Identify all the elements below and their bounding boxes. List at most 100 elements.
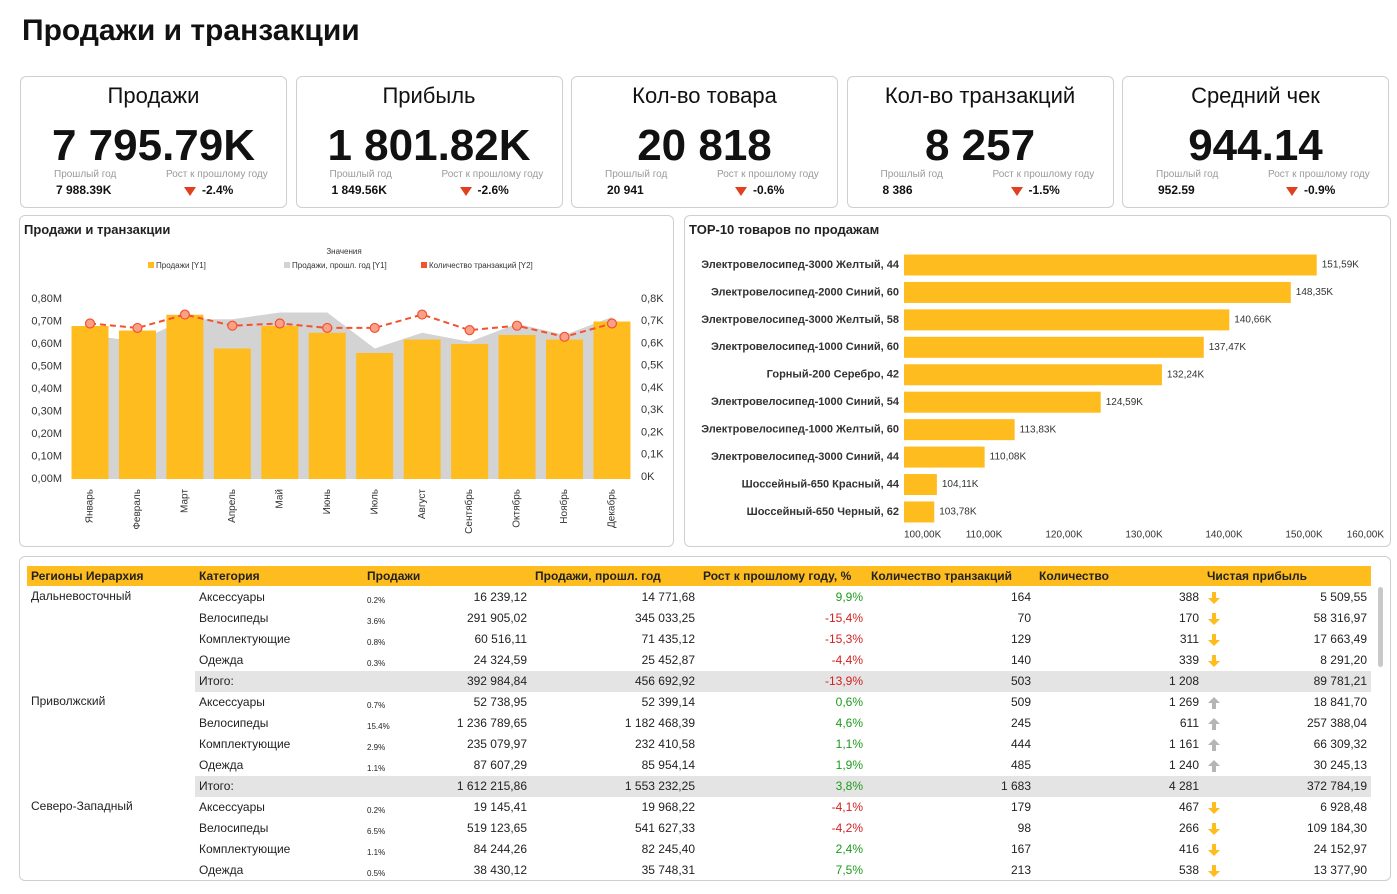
column-header: Продажи	[367, 569, 421, 583]
kpi-title: Кол-во товара	[632, 83, 777, 108]
y-tick-label: 0,50M	[31, 360, 62, 372]
growth-cell: -15,3%	[824, 632, 863, 646]
kpi-prev-label: Прошлый год	[880, 169, 943, 180]
kpi-prev-value: 1 849.56K	[331, 183, 387, 197]
growth-cell: -4,2%	[831, 821, 863, 835]
number-cell: 345 033,25	[634, 611, 695, 625]
category-label: Шоссейный-650 Красный, 44	[742, 478, 900, 490]
kpi-prev-value: 952.59	[1158, 183, 1195, 197]
number-cell: 85 954,14	[641, 758, 695, 772]
value-label: 148,35K	[1296, 287, 1334, 298]
scrollbar[interactable]	[1378, 587, 1383, 667]
kpi-prev-label: Прошлый год	[329, 169, 392, 180]
bar	[546, 339, 583, 479]
number-cell: 13 377,90	[1313, 863, 1367, 877]
legend-label: Количество транзакций [Y2]	[429, 261, 533, 270]
kpi-title: Продажи	[107, 83, 200, 108]
arrow-shape	[1208, 865, 1220, 877]
down-arrow	[1208, 592, 1220, 604]
number-cell: 19 145,41	[473, 800, 527, 814]
y-tick-label: 0,20M	[31, 428, 62, 440]
number-cell: 89 781,21	[1313, 674, 1367, 688]
number-cell: 16 239,12	[473, 590, 527, 604]
arrow-shape	[1208, 718, 1220, 730]
legend-swatch	[284, 262, 290, 268]
number-cell: 70	[1017, 611, 1031, 625]
total-label: Итого:	[199, 674, 234, 688]
x-tick-label: 140,00K	[1205, 530, 1243, 541]
total-row-bg	[195, 776, 1371, 797]
x-tick-label: Февраль	[132, 489, 143, 530]
y-tick-label: 0,10M	[31, 450, 62, 462]
down-arrow	[1208, 634, 1220, 646]
kpi-prev-label: Прошлый год	[605, 169, 668, 180]
number-cell: 388	[1178, 590, 1199, 604]
down-arrow	[1208, 823, 1220, 835]
number-cell: 38 430,12	[473, 863, 527, 877]
number-cell: 8 291,20	[1320, 653, 1367, 667]
x-tick-label: 160,00K	[1347, 530, 1385, 541]
growth-cell: -4,1%	[831, 800, 863, 814]
arrow-shape	[1208, 613, 1220, 625]
category-cell: Одежда	[199, 653, 244, 667]
number-cell: 232 410,58	[634, 737, 695, 751]
number-cell: 66 309,32	[1313, 737, 1367, 751]
bar	[904, 309, 1230, 331]
number-cell: 416	[1178, 842, 1199, 856]
category-label: Электровелосипед-1000 Желтый, 60	[701, 424, 899, 436]
number-cell: 82 245,40	[641, 842, 695, 856]
line-marker	[322, 322, 333, 334]
share-cell: 0.2%	[367, 596, 386, 605]
number-cell: 164	[1010, 590, 1031, 604]
bar	[71, 326, 109, 479]
share-cell: 0.7%	[367, 701, 386, 710]
category-label: Шоссейный-650 Черный, 62	[747, 506, 899, 518]
bar	[904, 474, 937, 496]
y2-tick-label: 0,7K	[641, 315, 664, 327]
category-label: Электровелосипед-3000 Синий, 44	[711, 451, 900, 463]
growth-cell: 9,9%	[835, 590, 863, 604]
bar	[166, 314, 204, 479]
chart-panel: Продажи и транзакции 0,00M 0,10M 0,20M 0,30…	[19, 215, 674, 547]
category-cell: Комплектующие	[199, 737, 291, 751]
kpi-growth-value: -1.5%	[1028, 183, 1060, 197]
up-arrow	[1208, 739, 1220, 751]
kpi-title: Средний чек	[1191, 83, 1320, 108]
share-cell: 6.5%	[367, 827, 386, 836]
chart-title: TOP-10 товаров по продажам	[689, 222, 880, 237]
arrow-shape	[1208, 634, 1220, 646]
kpi-value: 8 257	[924, 121, 1036, 170]
number-cell: 311	[1179, 632, 1199, 646]
y-tick-label: 0,80M	[31, 293, 62, 305]
x-tick-label: Август	[417, 489, 428, 520]
number-cell: 30 245,13	[1313, 758, 1367, 772]
line-marker	[274, 318, 285, 329]
kpi-card: Продажи 7 795.79K Прошлый год 7 988.39K Рост…	[20, 76, 287, 208]
category-cell: Велосипеды	[199, 821, 269, 835]
column-header: Количество транзакций	[871, 569, 1013, 583]
number-cell: 1 182 468,39	[624, 716, 695, 730]
kpi-growth-label: Рост к прошлому году	[717, 169, 819, 180]
number-cell: 17 663,49	[1313, 632, 1367, 646]
kpi-value: 944.14	[1188, 121, 1323, 170]
kpi-growth-value: -0.9%	[1304, 183, 1336, 197]
kpi-prev-label: Прошлый год	[1156, 169, 1219, 180]
legend-swatch	[148, 262, 154, 268]
down-arrow	[184, 187, 196, 196]
number-cell: 52 738,95	[473, 695, 527, 709]
y-tick-label: 0,70M	[31, 315, 62, 327]
kpi-value: 20 818	[637, 121, 772, 170]
line-marker	[369, 322, 380, 334]
share-cell: 0.3%	[367, 659, 386, 668]
category-cell: Аксессуары	[199, 590, 265, 604]
growth-cell: -15,4%	[824, 611, 863, 625]
growth-cell: 3,8%	[835, 779, 863, 793]
value-label: 151,59K	[1322, 260, 1360, 271]
bar	[403, 339, 441, 479]
y2-tick-label: 0,3K	[641, 404, 664, 416]
number-cell: 71 435,12	[641, 632, 695, 646]
number-cell: 503	[1010, 674, 1031, 688]
column-header: Рост к прошлому году, %	[703, 569, 852, 583]
x-tick-label: Январь	[85, 489, 96, 523]
growth-cell: 4,6%	[835, 716, 863, 730]
